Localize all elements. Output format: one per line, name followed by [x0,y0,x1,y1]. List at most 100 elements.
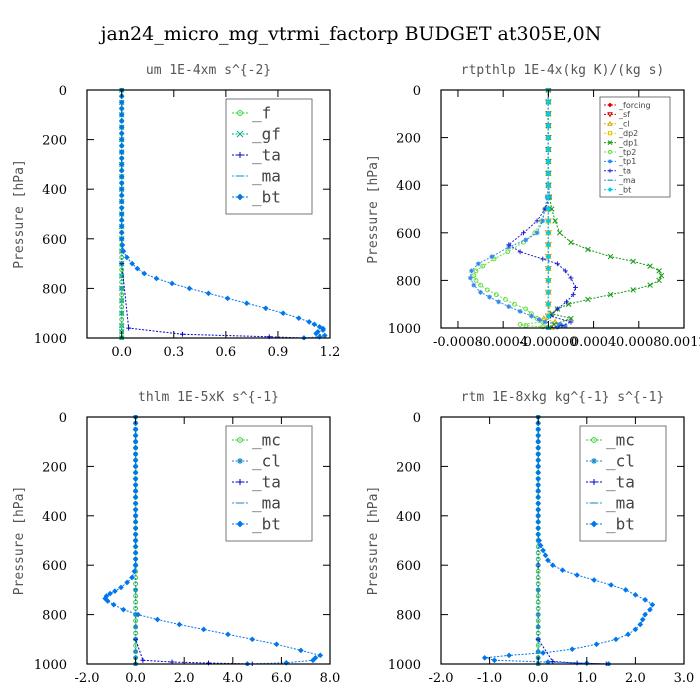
data-point-bt [535,500,542,507]
data-point-mc [535,593,541,599]
legend: _mc _cl _ta _ma _bt [579,425,667,542]
legend-label: _ma [252,167,281,186]
x-tick-label: 0.0 [528,671,549,686]
y-tick-label: 1000 [34,658,67,673]
data-point-bt [132,482,139,488]
legend-label: _ma [606,494,635,513]
x-tick-label: 4.0 [222,671,243,686]
data-point-bt [559,567,566,573]
data-point-bt [129,574,135,581]
data-point-bt [642,596,648,603]
data-point-bt [535,506,542,513]
data-point-bt [535,494,542,501]
data-point-bt [118,223,125,230]
legend: _forcing_sf_cl_dp2_dp1_tp2_tp1_ta_ma_bt [599,96,671,198]
data-point-bt [132,432,139,439]
data-point-bt [535,457,542,464]
data-point-bt [132,562,139,569]
data-point-bt [243,300,250,307]
data-point-tp1 [496,299,502,305]
legend-marker-sf [607,112,613,118]
series-line-tp2 [473,90,549,329]
data-point-bt [224,295,231,302]
data-point-bt [306,319,312,325]
data-point-bt [649,601,656,608]
data-point-bt [535,482,542,488]
x-tick-label: 0.0 [125,671,146,686]
data-point-bt [273,641,280,648]
y-tick-label: 200 [42,460,67,475]
series-line-ta [121,90,304,339]
data-point-bt [132,438,139,445]
legend-marker-bt [236,520,244,528]
legend-label: _ta [252,473,281,492]
data-point-bt [321,332,328,339]
x-tick-label: -0.0004 [478,335,528,350]
data-point-tp1 [523,237,529,243]
data-point-bt [131,568,138,575]
data-point-bt [118,186,125,193]
data-point-tp2 [478,282,483,288]
data-point-bt [118,124,125,131]
legend-label: _bt [252,515,281,534]
data-point-bt [622,587,629,593]
y-tick-label: 600 [396,559,421,574]
legend-marker-cl [237,458,243,464]
data-point-tp1 [557,322,563,327]
x-tick-label: 0.0 [111,345,132,360]
legend-marker-gf [236,130,244,138]
legend: _f _gf _ta _ma _bt [225,98,313,215]
panel-title: rtm 1E-8xkg kg^{-1} s^{-1} [461,390,665,405]
data-point-bt [637,621,644,628]
y-tick-label: 1000 [34,332,67,347]
data-point-bt [642,611,648,618]
series-group [481,415,656,666]
data-point-bt [118,105,125,112]
data-point-bt [124,579,130,586]
data-point-ta [517,249,523,255]
x-tick-label: 8.0 [320,671,341,686]
x-tick-label: 0.0004 [571,335,617,350]
data-point-dp1 [585,296,591,303]
data-point-tp2 [540,324,546,330]
data-point-bt [545,146,552,153]
y-tick-label: 200 [42,134,67,149]
data-point-bt [141,270,148,277]
data-point-bt [118,173,125,180]
x-tick-label: 6.0 [271,671,292,686]
data-point-ta [506,242,512,248]
legend-label: _bt [618,185,631,194]
y-tick-label: 0 [59,411,67,426]
y-axis-label: Pressure [hPa] [12,486,27,596]
y-tick-label: 800 [396,274,421,289]
y-tick-label: 800 [42,609,67,624]
data-point-bt [540,650,546,656]
data-point-bt [625,631,631,638]
data-point-bt [118,99,125,106]
data-point-bt [118,136,125,143]
data-point-tp2 [480,263,486,269]
legend-marker-dp2 [607,131,613,136]
data-point-tp2 [523,306,529,312]
legend-label: _dp1 [618,138,638,147]
data-point-tp1 [506,304,512,309]
data-point-bt [132,494,139,501]
x-tick-label: 0.6 [216,345,237,360]
data-point-bt [537,542,544,549]
data-point-dp1 [585,246,591,253]
data-point-tp1 [562,323,568,329]
legend-label: _gf [252,125,281,144]
panel-thlm: thlm 1E-5xK s^{-1} Pressure [hPa] -2.0 0.0 2… [12,390,340,686]
data-point-f [119,323,125,329]
data-point-bt [491,657,498,664]
data-point-bt [540,547,546,554]
data-point-bt [118,118,125,124]
data-point-bt [535,432,542,439]
data-point-bt [545,194,552,200]
legend-marker-forcing [607,102,613,108]
data-point-bt [132,525,139,531]
legend: _mc _cl _ta _ma _bt [225,425,313,542]
x-tick-label: 1.2 [320,345,341,360]
data-point-bt [632,592,639,598]
data-point-dp1 [656,277,662,284]
